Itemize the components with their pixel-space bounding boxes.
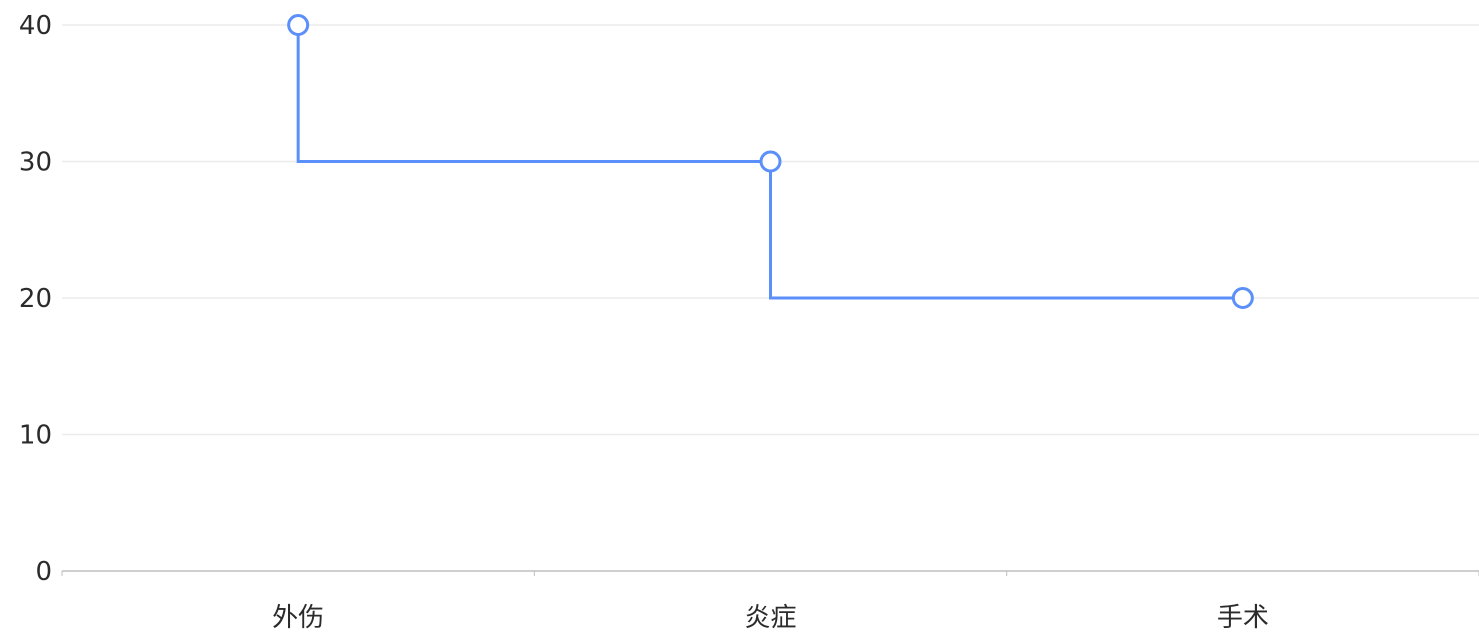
data-point [759,150,782,173]
x-tick-label: 外伤 [272,603,324,633]
x-axis [61,570,1479,576]
series [287,14,1254,309]
y-axis-ticks: 0 10 20 30 40 [19,11,52,587]
data-point [287,14,310,36]
data-point [1231,287,1254,309]
x-axis-ticks: 外伤 炎症 手术 [272,603,1269,633]
y-tick-label: 20 [19,284,52,314]
y-tick-label: 0 [35,557,52,587]
x-tick-label: 炎症 [744,603,796,633]
x-tick-label: 手术 [1217,603,1269,633]
y-tick-label: 30 [19,148,52,178]
y-tick-label: 40 [19,11,52,41]
y-tick-label: 10 [19,421,52,451]
